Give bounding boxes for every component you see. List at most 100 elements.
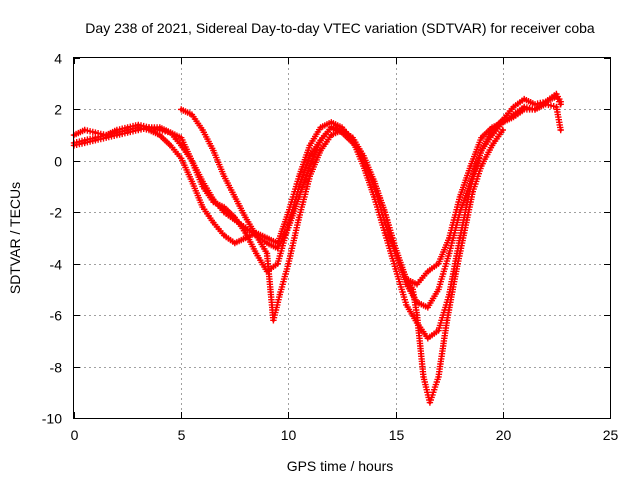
data-point [329,120,333,124]
data-point [319,149,323,153]
y-tick-label: 0 [54,154,62,170]
data-point [179,136,183,140]
data-point [286,262,290,266]
data-point [136,128,140,132]
series-track-1 [70,90,564,311]
data-point [222,233,226,237]
data-point [233,241,237,245]
data-point [265,251,269,255]
data-point [447,236,451,240]
data-point [265,236,269,240]
data-point [158,133,162,137]
y-tick-label: -8 [50,360,63,376]
data-point [533,107,537,111]
data-point [83,128,87,132]
data-point [447,251,451,255]
data-point [404,277,408,281]
data-point [394,267,398,271]
data-point [211,149,215,153]
data-point [190,159,194,163]
data-point [319,138,323,142]
data-point [501,120,505,124]
data-point [469,164,473,168]
data-point [501,128,505,132]
data-point [554,95,559,99]
data-point [404,303,408,307]
data-point [436,329,441,333]
data-point [243,231,248,235]
data-point [426,336,430,340]
data-point [93,131,97,135]
data-point [168,143,173,147]
data-point [533,102,537,106]
data-point [254,233,258,237]
data-point [383,210,387,214]
data-point [479,164,483,168]
data-point [522,107,526,111]
data-point [394,246,398,250]
x-tick-label: 15 [389,427,405,443]
data-point [559,128,563,132]
data-point [559,102,563,106]
series-markers [178,106,506,406]
series-track-4 [178,106,506,406]
data-point [271,318,275,322]
y-tick-label: 2 [54,102,62,118]
data-point [426,269,430,273]
data-point [479,136,483,140]
data-point [276,246,280,250]
x-tick-label: 10 [281,427,297,443]
data-point [297,195,301,199]
data-point [522,97,526,101]
data-point [469,185,473,189]
data-point [511,105,516,109]
data-point [361,154,365,158]
data-point [83,141,87,145]
data-point [308,174,312,178]
y-tick-label: -10 [42,411,62,427]
data-point [490,125,494,129]
data-point [222,174,226,178]
data-point [319,125,323,129]
data-point [297,174,301,178]
data-point [190,113,194,117]
data-point [329,125,333,129]
data-point [179,107,183,111]
data-point [490,133,494,137]
data-point [243,226,248,230]
data-point [415,313,419,317]
data-point [254,251,258,255]
data-point [544,102,548,106]
data-point [351,136,355,140]
data-point [415,282,419,286]
data-point [462,231,466,235]
data-point [372,179,376,183]
data-point [201,128,205,132]
data-point [411,287,415,291]
data-point [454,272,458,276]
x-tick-label: 20 [496,427,512,443]
data-point [211,197,215,201]
y-axis-label: SDTVAR / TECUs [7,182,23,294]
data-point [243,236,248,240]
data-point [372,195,376,199]
data-point [286,226,290,230]
data-point [104,136,108,140]
y-tick-label: 4 [54,51,62,67]
data-point [458,195,462,199]
data-point [115,133,119,137]
y-tick-label: -2 [50,205,63,221]
data-point [179,156,183,160]
data-point [445,318,449,322]
data-point [286,210,290,214]
data-point [458,210,462,214]
data-point [278,293,282,297]
data-point [554,105,559,109]
data-point [436,262,441,266]
data-point [201,179,205,183]
data-point [329,133,333,137]
data-point [179,143,183,147]
data-point [265,241,269,245]
data-point [490,143,494,147]
